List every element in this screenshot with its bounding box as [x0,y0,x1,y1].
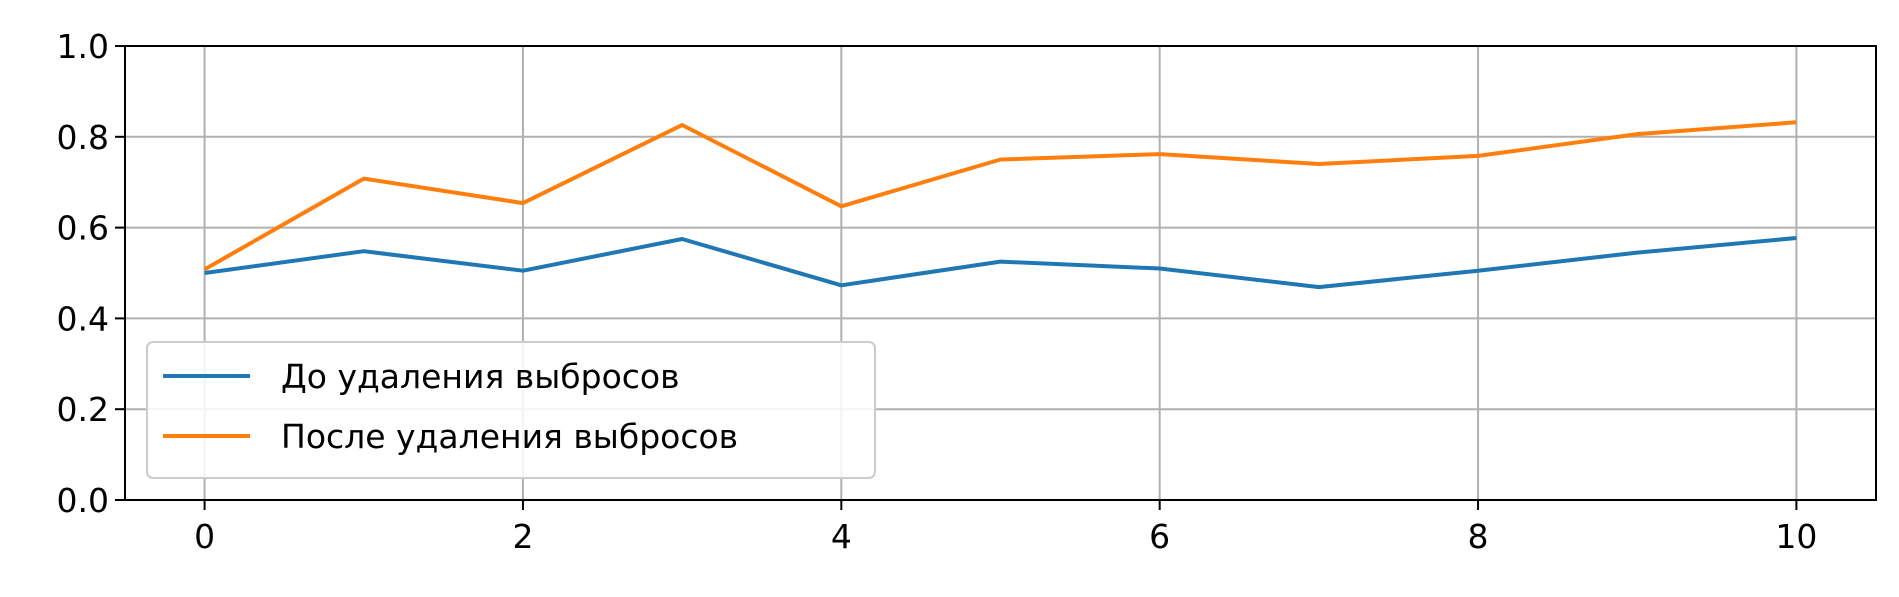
plot-frame [124,45,1877,501]
y-tick-label: 0.0 [57,481,109,520]
series-line-0 [204,236,1797,290]
x-tick-label: 8 [1468,517,1489,556]
legend-label-before: До удаления выбросов [281,357,680,396]
y-tick-label: 0.8 [57,118,109,157]
legend-box [146,341,876,479]
legend-label-after: После удаления выбросов [281,417,738,456]
x-tick-label: 4 [831,517,852,556]
y-tick-label: 1.0 [57,27,109,66]
axis-ticks: 0 2 4 6 8 10 0.0 0.2 0.4 0.6 0.8 1.0 [57,27,1818,556]
legend: До удаления выбросов После удаления выбр… [146,341,876,479]
y-tick-label: 0.2 [57,390,109,429]
series-line-1 [203,120,1797,272]
x-tick-label: 2 [512,517,533,556]
y-tick-label: 0.4 [57,299,109,338]
y-tick-label: 0.6 [57,209,109,248]
x-tick-label: 10 [1775,517,1817,556]
series-lines [203,120,1797,290]
x-tick-label: 0 [194,517,215,556]
x-tick-label: 6 [1149,517,1170,556]
